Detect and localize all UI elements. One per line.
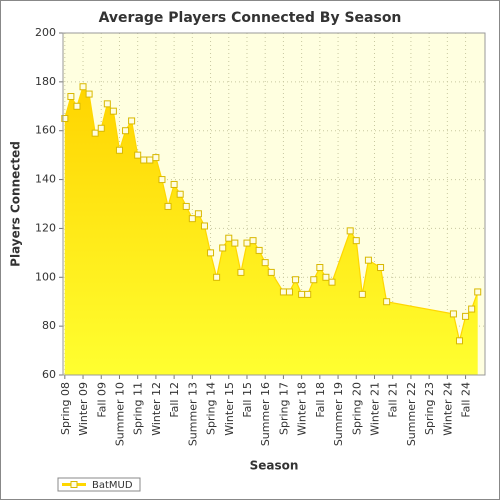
- x-tick-label: Winter 09: [77, 382, 90, 436]
- marker: [455, 337, 463, 345]
- legend-label: BatMUD: [92, 480, 133, 491]
- x-tick-label: Summer 16: [259, 382, 272, 446]
- marker: [79, 83, 87, 91]
- x-tick-label: Spring 14: [205, 382, 218, 435]
- marker: [255, 246, 263, 254]
- y-tick-label: 80: [42, 319, 56, 332]
- marker: [91, 129, 99, 137]
- marker: [352, 237, 360, 245]
- x-tick-label: Winter 18: [296, 382, 309, 436]
- marker: [200, 222, 208, 230]
- marker: [164, 202, 172, 210]
- x-tick-label: Summer 10: [113, 382, 126, 446]
- y-tick-label: 180: [35, 75, 56, 88]
- marker: [316, 264, 324, 272]
- marker: [67, 93, 75, 101]
- marker: [261, 259, 269, 267]
- y-tick-label: 200: [35, 26, 56, 39]
- x-tick-label: Spring 17: [277, 382, 290, 435]
- y-tick-label: 160: [35, 124, 56, 137]
- marker: [377, 264, 385, 272]
- marker: [243, 239, 251, 247]
- marker: [364, 256, 372, 264]
- marker: [207, 249, 215, 257]
- x-tick-label: Fall 15: [241, 382, 254, 418]
- marker: [103, 100, 111, 108]
- x-tick-label: Spring 11: [132, 382, 145, 435]
- marker: [188, 215, 196, 223]
- marker: [176, 190, 184, 198]
- marker: [140, 156, 148, 164]
- marker: [122, 127, 130, 135]
- y-tick-label: 140: [35, 173, 56, 186]
- marker: [115, 146, 123, 154]
- marker: [249, 237, 257, 245]
- x-tick-label: Fall 21: [387, 382, 400, 418]
- marker: [267, 268, 275, 276]
- marker: [109, 107, 117, 115]
- x-tick-label: Spring 23: [423, 382, 436, 435]
- marker: [97, 124, 105, 132]
- marker: [158, 176, 166, 184]
- x-tick-label: Summer 13: [186, 382, 199, 446]
- marker: [231, 239, 239, 247]
- marker: [225, 234, 233, 242]
- marker: [310, 276, 318, 284]
- legend-marker: [70, 481, 78, 488]
- marker: [85, 90, 93, 98]
- marker: [304, 290, 312, 298]
- marker: [462, 312, 470, 320]
- marker: [474, 288, 482, 296]
- x-tick-label: Winter 12: [150, 382, 163, 436]
- marker: [346, 227, 354, 235]
- marker: [285, 288, 293, 296]
- x-tick-label: Fall 18: [314, 382, 327, 418]
- x-tick-label: Spring 20: [350, 382, 363, 435]
- marker: [213, 273, 221, 281]
- marker: [146, 156, 154, 164]
- marker: [128, 117, 136, 125]
- x-tick-label: Fall 24: [460, 382, 473, 418]
- marker: [194, 210, 202, 218]
- marker: [237, 268, 245, 276]
- marker: [328, 278, 336, 286]
- marker: [298, 290, 306, 298]
- marker: [449, 310, 457, 318]
- marker: [152, 154, 160, 162]
- marker: [468, 305, 476, 313]
- x-tick-label: Spring 08: [59, 382, 72, 435]
- marker: [170, 180, 178, 188]
- marker: [292, 276, 300, 284]
- marker: [134, 151, 142, 159]
- marker: [182, 202, 190, 210]
- y-tick-label: 60: [42, 368, 56, 381]
- x-tick-label: Winter 24: [441, 382, 454, 436]
- y-tick-label: 120: [35, 221, 56, 234]
- marker: [383, 298, 391, 306]
- x-tick-label: Summer 19: [332, 382, 345, 446]
- marker: [279, 288, 287, 296]
- x-tick-label: Fall 09: [95, 382, 108, 418]
- x-tick-label: Winter 15: [223, 382, 236, 436]
- y-axis-label: Players Connected: [9, 141, 23, 267]
- x-tick-label: Fall 12: [168, 382, 181, 418]
- x-axis-label: Season: [250, 459, 299, 473]
- legend-box: [57, 477, 141, 492]
- x-tick-label: Winter 21: [368, 382, 381, 436]
- marker: [219, 244, 227, 252]
- plot-border: [62, 32, 486, 376]
- marker: [358, 290, 366, 298]
- marker: [322, 273, 330, 281]
- y-tick-label: 100: [35, 270, 56, 283]
- x-tick-label: Summer 22: [405, 382, 418, 446]
- chart-title: Average Players Connected By Season: [99, 10, 402, 26]
- marker: [61, 115, 69, 122]
- marker: [73, 102, 81, 110]
- area: [64, 86, 478, 375]
